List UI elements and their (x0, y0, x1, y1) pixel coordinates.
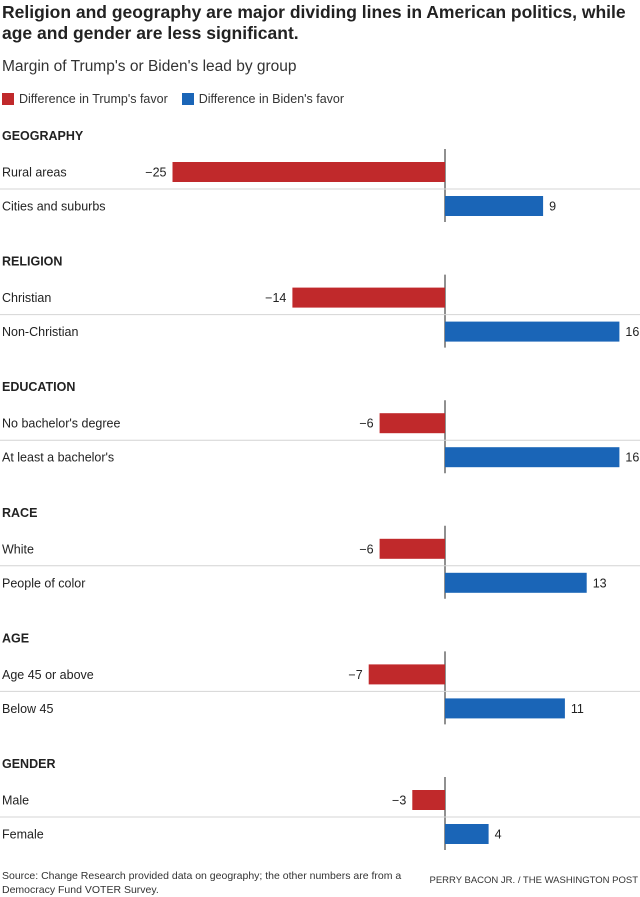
value-label-white: −6 (359, 542, 373, 556)
bar-at-least-a-bachelor-s (445, 447, 620, 468)
legend-swatch-trump (2, 93, 14, 105)
group-heading-race: RACE (2, 506, 37, 520)
credit-line: PERRY BACON JR. / THE WASHINGTON POST (429, 875, 638, 886)
bar-cities-and-suburbs (445, 196, 544, 216)
chart-title: Religion and geography are major dividin… (2, 2, 626, 43)
value-label-age-45-or-above: −7 (348, 668, 362, 682)
category-label-female: Female (2, 828, 44, 842)
group-heading-gender: GENDER (2, 757, 55, 771)
category-label-age-45-or-above: Age 45 or above (2, 668, 94, 682)
category-label-cities-and-suburbs: Cities and suburbs (2, 200, 106, 214)
category-label-no-bachelor-s-degree: No bachelor's degree (2, 417, 120, 431)
group-heading-geography: GEOGRAPHY (2, 129, 84, 143)
legend-item-biden: Difference in Biden's favor (181, 92, 345, 106)
bar-female (445, 824, 489, 844)
value-label-rural-areas: −25 (145, 166, 166, 180)
category-label-white: White (2, 542, 34, 556)
value-label-christian: −14 (265, 291, 286, 305)
value-label-male: −3 (392, 794, 406, 808)
bar-below-45 (445, 698, 565, 719)
group-heading-age: AGE (2, 631, 29, 645)
category-label-rural-areas: Rural areas (2, 166, 67, 180)
value-label-non-christian: 16 (625, 325, 639, 339)
legend-label-biden: Difference in Biden's favor (198, 92, 345, 106)
category-label-non-christian: Non-Christian (2, 325, 78, 339)
legend-swatch-biden (181, 93, 194, 105)
bar-white (379, 538, 445, 559)
group-heading-education: EDUCATION (2, 380, 75, 394)
category-label-people-of-color: People of color (2, 576, 85, 590)
bar-non-christian (445, 321, 620, 342)
source-note: Source: Change Research provided data on… (2, 870, 402, 896)
value-label-cities-and-suburbs: 9 (549, 200, 556, 214)
value-label-at-least-a-bachelor-s: 16 (625, 451, 639, 465)
bar-male (412, 790, 445, 810)
value-label-below-45: 11 (571, 702, 584, 716)
bar-rural-areas (172, 162, 445, 182)
legend-label-trump: Difference in Trump's favor (19, 92, 168, 106)
category-label-male: Male (2, 794, 29, 808)
category-label-below-45: Below 45 (2, 702, 53, 716)
bar-age-45-or-above (368, 664, 445, 685)
value-label-no-bachelor-s-degree: −6 (359, 417, 373, 431)
value-label-female: 4 (495, 828, 502, 842)
chart-subtitle: Margin of Trump's or Biden's lead by gro… (2, 58, 297, 75)
group-heading-religion: RELIGION (2, 255, 62, 269)
value-label-people-of-color: 13 (593, 576, 607, 590)
bar-christian (292, 287, 445, 308)
bar-people-of-color (445, 572, 587, 593)
bar-no-bachelor-s-degree (379, 413, 445, 434)
category-label-christian: Christian (2, 291, 51, 305)
legend: Difference in Trump's favor Difference i… (2, 92, 358, 106)
legend-item-trump: Difference in Trump's favor (2, 92, 168, 106)
category-label-at-least-a-bachelor-s: At least a bachelor's (2, 451, 114, 465)
